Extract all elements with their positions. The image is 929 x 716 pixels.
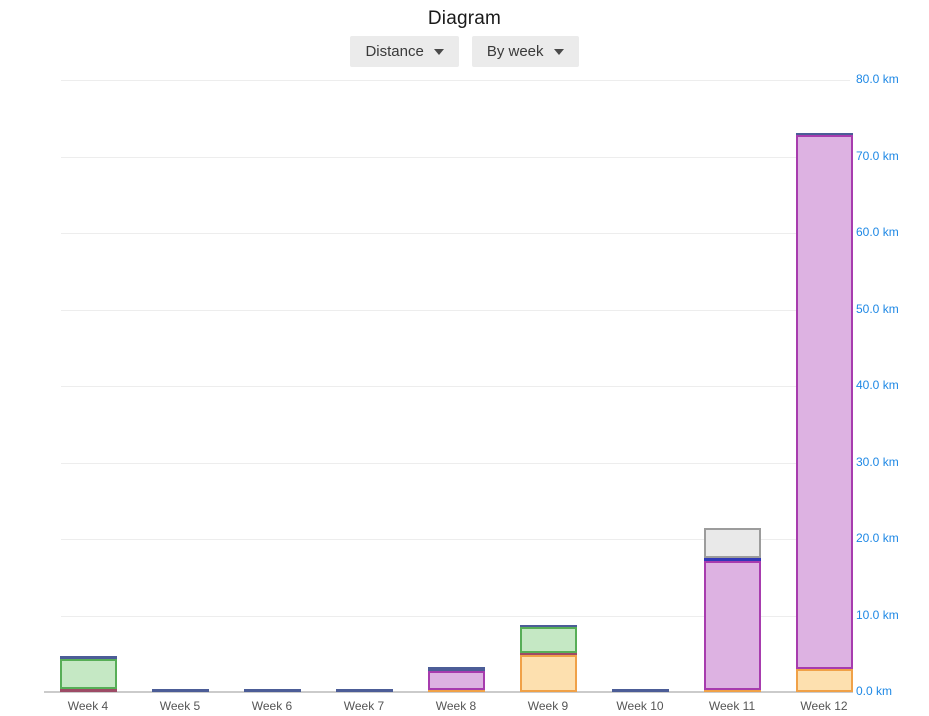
bar-segment[interactable]	[795, 669, 853, 692]
x-axis-label: Week 9	[527, 699, 569, 713]
y-axis-label: 10.0 km	[856, 607, 899, 622]
gridline	[61, 539, 850, 540]
chevron-down-icon	[553, 48, 564, 55]
gridline	[61, 615, 850, 617]
bar-segment[interactable]	[59, 659, 117, 689]
x-axis-label: Week 11	[708, 699, 756, 713]
bar-segment[interactable]	[703, 561, 761, 691]
x-axis-label: Week 4	[67, 699, 109, 713]
bar-segment[interactable]	[243, 688, 301, 692]
y-axis-label: 80.0 km	[856, 72, 899, 86]
bar-segment[interactable]	[703, 690, 761, 692]
bar-segment[interactable]	[703, 527, 761, 558]
x-axis-label: Week 8	[435, 699, 477, 713]
bar-segment[interactable]	[703, 557, 761, 562]
distance-dropdown[interactable]: Distance	[350, 36, 459, 67]
gridline	[61, 156, 850, 158]
bar-segment[interactable]	[427, 690, 485, 692]
y-axis-label: 70.0 km	[856, 148, 899, 163]
y-axis-label: 40.0 km	[856, 378, 899, 392]
bar-segment[interactable]	[795, 132, 853, 136]
y-axis-label: 50.0 km	[856, 301, 899, 316]
bar-segment[interactable]	[427, 670, 485, 691]
by-week-dropdown[interactable]: By week	[471, 36, 579, 67]
gridline	[61, 80, 850, 81]
y-axis-label: 60.0 km	[856, 225, 899, 239]
y-axis-label: 20.0 km	[856, 531, 899, 545]
bar-segment[interactable]	[795, 135, 853, 670]
y-axis-label: 0.0 km	[856, 684, 893, 698]
chevron-down-icon	[433, 48, 444, 55]
bar-segment[interactable]	[519, 655, 577, 692]
gridline	[61, 462, 850, 464]
bar-segment[interactable]	[519, 627, 577, 653]
by-week-dropdown-label: By week	[486, 43, 544, 60]
gridline	[61, 386, 850, 387]
page-title: Diagram	[427, 8, 502, 29]
bar-segment[interactable]	[427, 666, 485, 671]
gridline	[61, 233, 850, 234]
bar-segment[interactable]	[519, 652, 577, 656]
chart-controls: Distance By week	[0, 36, 929, 67]
bar-segment[interactable]	[519, 625, 577, 628]
bar-segment[interactable]	[151, 688, 209, 692]
bar-segment[interactable]	[59, 656, 117, 660]
bar-segment[interactable]	[59, 688, 117, 692]
y-axis-label: 30.0 km	[856, 454, 899, 469]
gridline	[61, 309, 850, 311]
bar-segment[interactable]	[611, 688, 669, 692]
x-axis-label: Week 5	[159, 699, 201, 713]
distance-dropdown-label: Distance	[365, 43, 424, 60]
axis-baseline	[44, 691, 853, 693]
x-axis-label: Week 12	[800, 699, 848, 713]
x-axis-label: Week 7	[343, 699, 385, 713]
bar-segment[interactable]	[335, 689, 393, 692]
x-axis-label: Week 10	[616, 699, 664, 713]
x-axis-label: Week 6	[251, 699, 293, 713]
